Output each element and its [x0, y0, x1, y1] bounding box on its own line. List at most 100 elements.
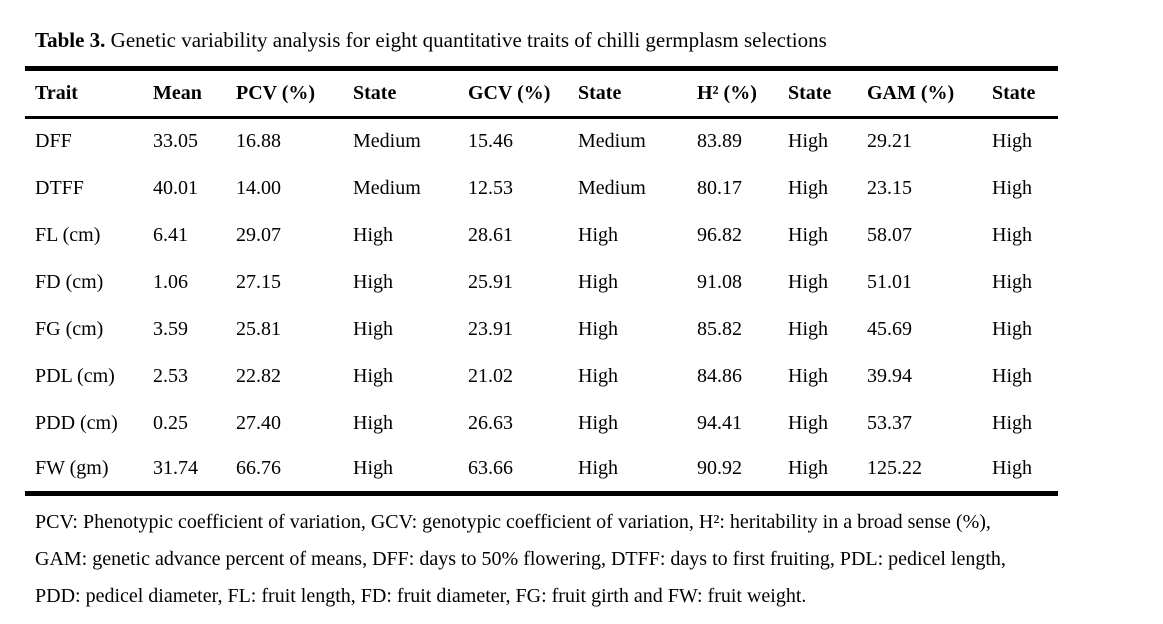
column-header: GCV (%): [468, 82, 551, 104]
table-cell: 125.22: [867, 457, 922, 480]
table-cell: 16.88: [236, 130, 281, 153]
table-cell: High: [992, 130, 1032, 153]
trait-cell: DTFF: [35, 176, 84, 199]
trait-cell: FL (cm): [35, 223, 101, 246]
table-cell: 83.89: [697, 130, 742, 153]
table-cell: High: [578, 317, 618, 340]
table-cell: 29.21: [867, 130, 912, 153]
table-cell: High: [788, 176, 828, 199]
table-cell: 15.46: [468, 130, 513, 153]
table-cell: 45.69: [867, 317, 912, 340]
table-cell: High: [788, 270, 828, 293]
table-cell: 27.15: [236, 270, 281, 293]
column-header: PCV (%): [236, 82, 316, 104]
table-cell: 51.01: [867, 270, 912, 293]
table-row: DFF 33.05 16.88 Medium 15.46 Medium 83.89 High 2…: [25, 118, 1058, 165]
table-cell: 29.07: [236, 223, 281, 246]
table-cell: High: [788, 364, 828, 387]
table-cell: High: [788, 130, 828, 153]
footnote: PCV: Phenotypic coefficient of variation…: [35, 504, 1006, 615]
table-cell: 33.05: [153, 130, 198, 153]
table-cell: 3.59: [153, 317, 188, 340]
table-cell: 28.61: [468, 223, 513, 246]
table-cell: 12.53: [468, 176, 513, 199]
table-cell: High: [353, 457, 393, 480]
table-cell: High: [353, 317, 393, 340]
table-cell: 0.25: [153, 411, 188, 434]
column-header: State: [578, 82, 622, 104]
table-cell: 53.37: [867, 411, 912, 434]
trait-cell: PDL (cm): [35, 364, 115, 387]
table-cell: 25.81: [236, 317, 281, 340]
column-header: GAM (%): [867, 82, 955, 104]
table-cell: 63.66: [468, 457, 513, 480]
table-cell: 27.40: [236, 411, 281, 434]
table-cell: 96.82: [697, 223, 742, 246]
footnote-line-3: PDD: pedicel diameter, FL: fruit length,…: [35, 585, 807, 607]
table-cell: 23.15: [867, 176, 912, 199]
table-caption-text: Genetic variability analysis for eight q…: [110, 28, 827, 52]
column-header: Trait: [35, 82, 78, 104]
table-row: FD (cm) 1.06 27.15 High 25.91 High 91.08 High 51…: [25, 259, 1058, 306]
footnote-line-2: GAM: genetic advance percent of means, D…: [35, 548, 1006, 570]
table-cell: High: [992, 223, 1032, 246]
table-cell: 25.91: [468, 270, 513, 293]
table-caption-label: Table 3.: [35, 28, 106, 52]
table-row: FW (gm) 31.74 66.76 High 63.66 High 90.92 High 1…: [25, 447, 1058, 494]
table-cell: High: [353, 223, 393, 246]
table-cell: 40.01: [153, 176, 198, 199]
table-cell: High: [992, 317, 1032, 340]
table-row: FL (cm) 6.41 29.07 High 28.61 High 96.82 High 58…: [25, 212, 1058, 259]
trait-cell: FD (cm): [35, 270, 104, 293]
table-cell: 66.76: [236, 457, 281, 480]
table-cell: High: [788, 223, 828, 246]
table-cell: High: [788, 457, 828, 480]
table-row: DTFF 40.01 14.00 Medium 12.53 Medium 80.17 High…: [25, 165, 1058, 212]
table-caption: Table 3. Genetic variability analysis fo…: [35, 27, 827, 53]
trait-cell: DFF: [35, 130, 72, 153]
table-cell: High: [992, 411, 1032, 434]
table-cell: 2.53: [153, 364, 188, 387]
table-cell: High: [992, 364, 1032, 387]
table-cell: High: [992, 457, 1032, 480]
table-cell: 90.92: [697, 457, 742, 480]
column-header: H² (%): [697, 82, 757, 104]
trait-cell: FG (cm): [35, 317, 104, 340]
table-cell: 14.00: [236, 176, 281, 199]
table-cell: 80.17: [697, 176, 742, 199]
table-cell: High: [578, 411, 618, 434]
table-cell: 84.86: [697, 364, 742, 387]
table-body: DFF 33.05 16.88 Medium 15.46 Medium 83.89 High 2…: [25, 118, 1058, 494]
table-cell: Medium: [353, 130, 421, 153]
table-cell: 1.06: [153, 270, 188, 293]
table-cell: 91.08: [697, 270, 742, 293]
table-cell: 31.74: [153, 457, 198, 480]
header-row: Trait Mean PCV (%) State GCV (%) State H² (%) S…: [25, 69, 1058, 118]
table-cell: High: [353, 364, 393, 387]
table-cell: High: [578, 270, 618, 293]
table-cell: 39.94: [867, 364, 912, 387]
table-row: PDL (cm) 2.53 22.82 High 21.02 High 84.86 High 3…: [25, 353, 1058, 400]
table-cell: High: [578, 457, 618, 480]
table-cell: High: [353, 411, 393, 434]
table-cell: High: [992, 176, 1032, 199]
trait-cell: FW (gm): [35, 457, 109, 480]
table-cell: 58.07: [867, 223, 912, 246]
column-header: State: [788, 82, 832, 104]
table-row: PDD (cm) 0.25 27.40 High 26.63 High 94.41 High 5…: [25, 400, 1058, 447]
column-header: Mean: [153, 82, 202, 104]
table-cell: High: [788, 317, 828, 340]
table-cell: 23.91: [468, 317, 513, 340]
column-header: State: [992, 82, 1036, 104]
table-cell: High: [578, 364, 618, 387]
table-row: FG (cm) 3.59 25.81 High 23.91 High 85.82 High 45…: [25, 306, 1058, 353]
footnote-line-1: PCV: Phenotypic coefficient of variation…: [35, 511, 991, 533]
table-cell: 85.82: [697, 317, 742, 340]
column-header: State: [353, 82, 397, 104]
table-cell: 26.63: [468, 411, 513, 434]
table-cell: 6.41: [153, 223, 188, 246]
table-cell: 94.41: [697, 411, 742, 434]
table-cell: Medium: [353, 176, 421, 199]
table-cell: 22.82: [236, 364, 281, 387]
